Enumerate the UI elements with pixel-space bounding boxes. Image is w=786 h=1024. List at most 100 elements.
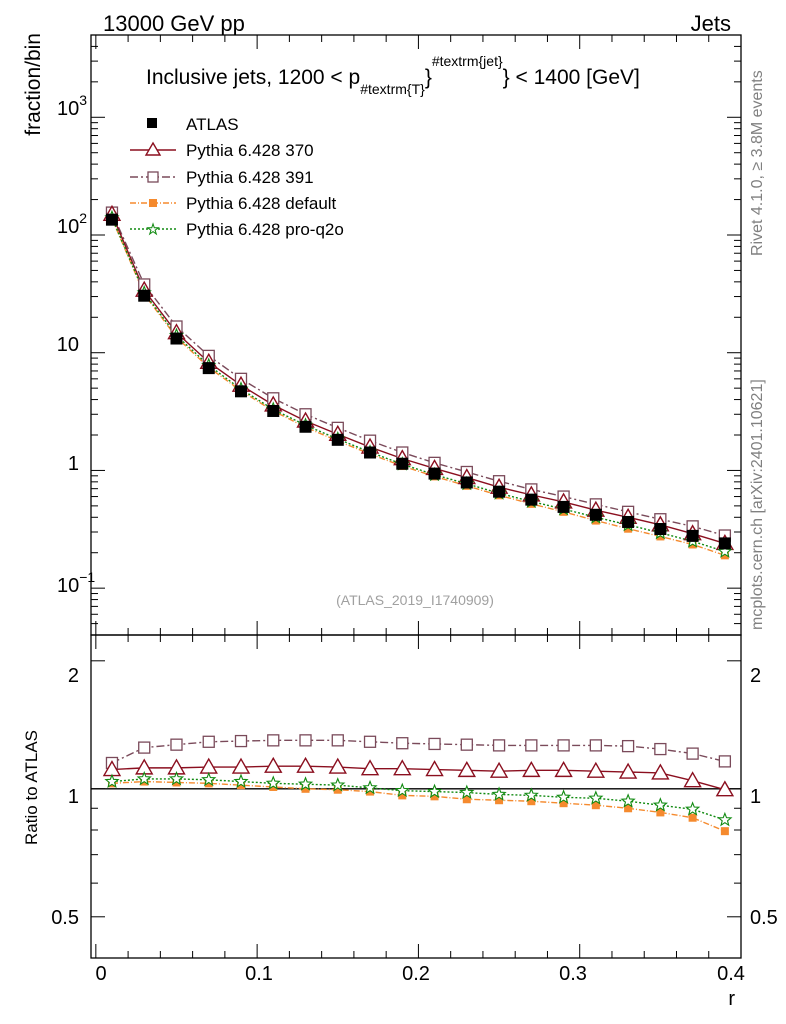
ratio-point-p391 [363,735,377,748]
ratio-ytick-label-0.5-right: 0.5 [750,907,778,929]
ratio-point-proq2o [426,783,443,799]
legend-label-p391: Pythia 6.428 391 [186,168,314,187]
ratio-point-p370 [586,761,606,778]
ratio-point-p370 [618,762,638,779]
ratio-point-proq2o [201,771,217,787]
ratio-point-default [333,785,342,794]
data-point-atlas [331,433,344,446]
main-plot-marks [102,204,735,560]
ratio-point-default [656,808,665,817]
data-point-atlas [138,289,151,302]
ratio-point-p391 [267,734,280,747]
ratio-point-p391 [492,739,506,752]
ratio-point-p391 [138,741,151,754]
data-point-default [720,551,729,560]
data-point-default [656,532,665,541]
series-line-p370 [111,213,726,545]
rivet-version-label: Rivet 4.1.0, ≥ 3.8M events [749,70,766,256]
ratio-point-default [269,782,278,791]
ratio-point-proq2o [717,811,733,827]
data-point-atlas [654,523,667,536]
xtick-label-0.2: 0.2 [402,963,430,985]
ratio-point-default [462,795,471,804]
ratio-point-proq2o [362,779,378,795]
data-point-atlas [493,485,506,498]
ratio-point-default [720,827,729,836]
ratio-point-p391 [396,737,409,750]
legend-label-p370: Pythia 6.428 370 [186,141,314,160]
data-point-atlas [589,508,602,521]
data-point-atlas [364,446,377,459]
ratio-point-p391 [621,739,635,753]
ratio-point-proq2o [523,787,539,802]
ratio-point-default [237,781,245,790]
ratio-point-p370 [651,763,670,780]
ratio-point-p391 [589,739,602,752]
ratio-point-p370 [489,761,509,778]
ratio-point-proq2o [104,773,120,789]
ratio-point-p391 [460,738,473,751]
ratio-point-p370 [328,757,347,774]
ratio-point-p391 [202,735,215,748]
ratio-ytick-label-2-right: 2 [750,665,761,687]
ytick-exp: 3 [79,92,87,108]
data-point-atlas [718,537,731,550]
ratio-point-p370 [425,760,444,777]
ratio-point-default [204,779,213,788]
data-point-atlas [202,362,215,375]
ratio-point-p391 [686,747,699,760]
legend-item-proq2o: ★ Pythia 6.428 pro-q2o [130,220,344,239]
ratio-point-p370 [296,756,315,773]
ratio-point-proq2o [684,801,701,816]
ratio-plot-marks [91,734,741,836]
data-point-atlas [105,213,118,226]
legend: ATLAS Pythia 6.428 370 Pythia 6.428 391 … [130,115,344,239]
ratio-point-proq2o [233,773,249,789]
ratio-point-default [527,797,536,806]
legend-item-atlas: ATLAS [147,115,239,134]
data-point-default [624,524,633,533]
data-point-atlas [557,500,570,513]
ratio-point-p391 [557,739,570,752]
data-point-atlas [686,529,699,542]
ratio-point-p370 [360,759,380,776]
ratio-point-p391 [234,734,248,748]
legend-item-p370: Pythia 6.428 370 [130,141,314,160]
ytick-base: 10 [57,575,79,597]
ratio-point-default [495,796,504,805]
data-point-atlas [170,332,183,345]
ratio-ylabel: Ratio to ATLAS [22,730,41,845]
ratio-point-p370 [393,759,412,776]
ratio-point-p370 [683,771,702,788]
ratio-ytick-label-1: 1 [68,786,79,808]
title-end: } < 1400 [GeV] [503,66,640,89]
ratio-point-default [559,799,568,808]
legend-marker-p391 [147,171,159,183]
ratio-point-p370 [457,760,477,778]
ytick-label-1e2: 102 [57,210,87,238]
ytick-label-1: 1 [68,453,79,475]
title-sup: #textrm{jet} [432,53,503,69]
ratio-point-proq2o [265,775,281,790]
xtick-label-0.4: 0.4 [717,963,745,985]
data-point-atlas [460,476,473,489]
ytick-base: 10 [57,98,79,120]
ratio-point-proq2o [555,789,572,804]
ratio-point-proq2o [394,782,410,798]
title-sub: #textrm{T} [360,81,425,97]
ratio-point-p370 [522,760,541,778]
data-point-atlas [396,457,409,470]
ratio-point-p370 [264,756,283,773]
ytick-label-1e-1: 10−1 [57,569,95,597]
ratio-point-default [172,778,181,787]
ytick-exp: 2 [79,210,87,226]
ratio-point-proq2o [652,797,668,812]
series-line-proq2o [111,217,726,553]
ratio-point-p370 [715,780,735,797]
main-title: Inclusive jets, 1200 < p#textrm{T}}#text… [146,53,640,97]
ratio-point-p370 [199,757,218,774]
data-point-atlas [622,515,635,528]
ratio-point-default [301,784,310,793]
header-jets-label: Jets [691,11,731,36]
